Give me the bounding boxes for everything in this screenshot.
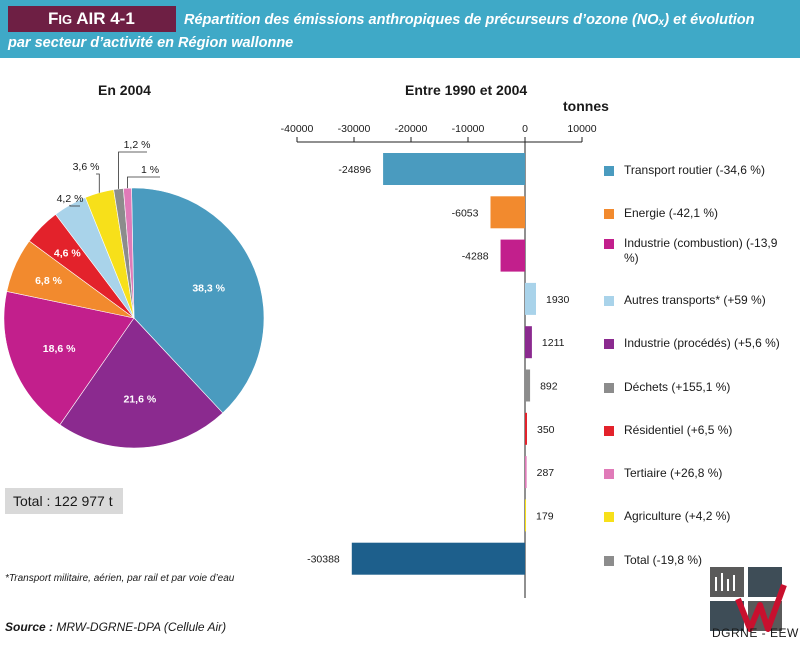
legend-swatch bbox=[604, 238, 614, 249]
pie-slice bbox=[3, 291, 135, 426]
bar-x-tick-label: 0 bbox=[522, 123, 528, 135]
bar-mark bbox=[525, 499, 527, 532]
bar-mark bbox=[383, 153, 525, 185]
bar-value-label: -24896 bbox=[338, 164, 371, 176]
bar-value-label: -30388 bbox=[307, 554, 340, 566]
pie-slice bbox=[131, 187, 265, 414]
pie-leader-line bbox=[69, 204, 80, 207]
legend-swatch bbox=[604, 209, 614, 220]
figure-header: FIG AIR 4-1 Répartition des émissions an… bbox=[0, 0, 800, 58]
bar-mark bbox=[525, 326, 532, 359]
figure-title-line2: par secteur d’activité en Région wallonn… bbox=[8, 35, 294, 51]
legend-label: Energie (-42,1 %) bbox=[624, 206, 719, 221]
pie-slice-label: 18,6 % bbox=[43, 343, 76, 355]
pie-leader-line bbox=[127, 176, 160, 189]
pie-slice-label: 1,2 % bbox=[124, 139, 151, 151]
legend-label: Transport routier (-34,6 %) bbox=[624, 163, 765, 177]
legend-label: Autres transports* (+59 %) bbox=[624, 292, 766, 307]
bar-mark bbox=[525, 369, 531, 402]
legend-item: Energie (-42,1 %) bbox=[604, 206, 784, 221]
legend-item: Autres transports* (+59 %) bbox=[604, 293, 784, 308]
footnote: *Transport militaire, aérien, par rail e… bbox=[5, 573, 235, 584]
bar-value-label: 1930 bbox=[546, 294, 570, 306]
legend-label: Industrie (procédés) (+5,6 %) bbox=[624, 336, 780, 351]
legend-swatch bbox=[604, 555, 614, 566]
legend-item: Industrie (procédés) (+5,6 %) bbox=[604, 336, 784, 351]
pie-slice-label: 38,3 % bbox=[192, 283, 225, 295]
bar-chart-unit: tonnes bbox=[563, 98, 609, 114]
pie-slice-label: 6,8 % bbox=[35, 275, 63, 287]
legend-label: Agriculture (+4,2 %) bbox=[624, 509, 731, 524]
bar-value-label: -6053 bbox=[452, 207, 479, 219]
legend-swatch bbox=[604, 469, 614, 480]
pie-slice-label: 1 % bbox=[141, 164, 159, 176]
bar-value-label: 350 bbox=[537, 424, 555, 436]
bar-value-label: 892 bbox=[540, 381, 558, 393]
bar-mark bbox=[525, 412, 527, 445]
bar-x-tick-label: -10000 bbox=[452, 123, 485, 135]
legend-item: Tertiaire (+26,8 %) bbox=[604, 466, 784, 481]
pie-leader-line bbox=[96, 173, 100, 193]
pie-slice bbox=[59, 317, 224, 449]
bar-mark bbox=[525, 282, 537, 315]
legend-label: Déchets (+155,1 %) bbox=[624, 379, 731, 394]
bar-chart-title: Entre 1990 et 2004 bbox=[405, 82, 528, 98]
legend-label: Résidentiel (+6,5 %) bbox=[624, 422, 733, 437]
legend-item: Industrie (combustion) (-13,9 %) bbox=[604, 236, 784, 266]
legend-label: Tertiaire (+26,8 %) bbox=[624, 466, 723, 481]
legend-item: Agriculture (+4,2 %) bbox=[604, 509, 784, 524]
bar-value-label: 287 bbox=[537, 467, 555, 479]
bar-mark bbox=[351, 542, 525, 575]
logo-caption: DGRNE - EEW bbox=[712, 626, 799, 640]
bar-x-tick-label: 10000 bbox=[567, 123, 596, 135]
legend-label: Industrie (combustion) (-13,9 %) bbox=[624, 235, 778, 265]
bar-x-tick-label: -40000 bbox=[281, 123, 314, 135]
figure-tag: FIG AIR 4-1 bbox=[8, 6, 176, 32]
pie-slice-label: 21,6 % bbox=[123, 393, 156, 405]
legend-label: Total (-19,8 %) bbox=[624, 552, 703, 567]
legend-item: Déchets (+155,1 %) bbox=[604, 380, 784, 395]
pie-slice-label: 4,2 % bbox=[57, 193, 84, 205]
source-line: Source : MRW-DGRNE-DPA (Cellule Air) bbox=[5, 620, 227, 634]
pie-slice-label: 3,6 % bbox=[73, 161, 100, 173]
legend-item: Résidentiel (+6,5 %) bbox=[604, 423, 784, 438]
bar-x-tick-label: -20000 bbox=[395, 123, 428, 135]
pie-total: Total : 122 977 t bbox=[5, 488, 123, 514]
legend-swatch bbox=[604, 382, 614, 393]
bar-x-tick-label: -30000 bbox=[338, 123, 371, 135]
bar-value-label: 179 bbox=[536, 510, 554, 522]
bar-mark bbox=[525, 456, 527, 489]
pie-slice-label: 4,6 % bbox=[54, 247, 82, 259]
dgrne-logo-icon bbox=[710, 567, 787, 632]
bar-mark bbox=[490, 196, 525, 229]
legend-swatch bbox=[604, 425, 614, 436]
legend-swatch bbox=[604, 166, 614, 176]
pie-leader-line bbox=[118, 151, 147, 189]
legend-item: Total (-19,8 %) bbox=[604, 553, 784, 568]
legend-item: Transport routier (-34,6 %) bbox=[604, 163, 784, 178]
legend-swatch bbox=[604, 512, 614, 523]
legend-swatch bbox=[604, 295, 614, 306]
bar-mark bbox=[500, 239, 525, 272]
figure-title-line1: Répartition des émissions anthropiques d… bbox=[184, 12, 755, 28]
legend-swatch bbox=[604, 339, 614, 350]
bar-value-label: -4288 bbox=[462, 251, 489, 263]
pie-chart-title: En 2004 bbox=[98, 82, 151, 98]
bar-value-label: 1211 bbox=[542, 337, 565, 349]
